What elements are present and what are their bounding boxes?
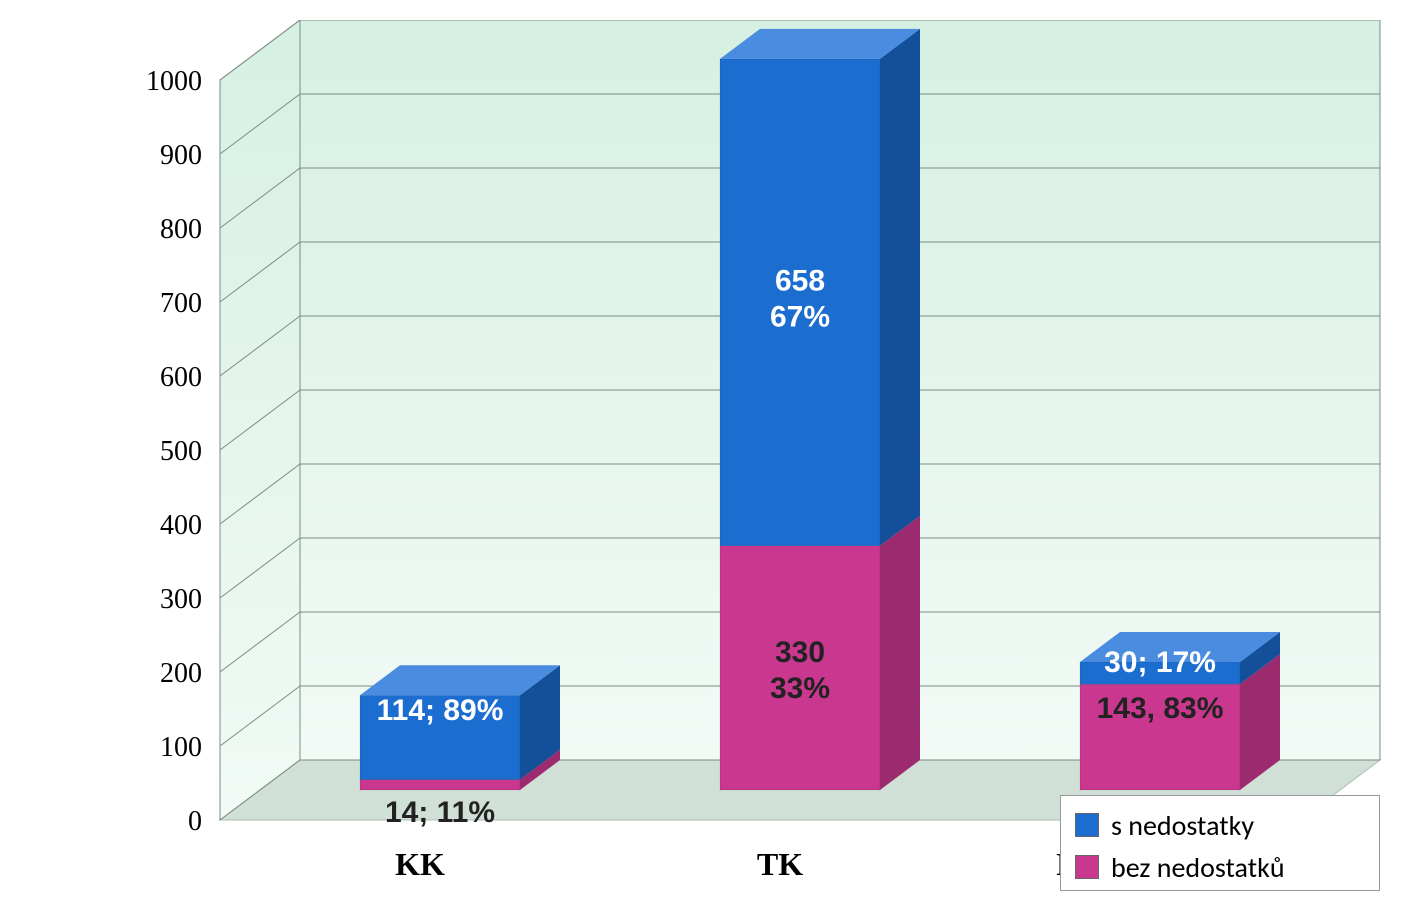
svg-text:658: 658 — [775, 264, 825, 297]
svg-text:KK: KK — [395, 846, 445, 882]
svg-text:14; 11%: 14; 11% — [385, 796, 495, 829]
svg-text:114; 89%: 114; 89% — [377, 694, 504, 727]
svg-text:33%: 33% — [770, 672, 830, 705]
svg-text:30; 17%: 30; 17% — [1104, 646, 1216, 679]
svg-text:300: 300 — [160, 584, 202, 615]
svg-text:67%: 67% — [770, 300, 830, 333]
svg-text:900: 900 — [160, 140, 202, 171]
svg-text:1000: 1000 — [146, 66, 202, 97]
svg-text:0: 0 — [188, 806, 202, 837]
legend-label: s nedostatky — [1111, 808, 1254, 843]
svg-text:500: 500 — [160, 436, 202, 467]
svg-text:800: 800 — [160, 214, 202, 245]
svg-text:400: 400 — [160, 510, 202, 541]
svg-text:200: 200 — [160, 658, 202, 689]
svg-text:100: 100 — [160, 732, 202, 763]
svg-text:TK: TK — [757, 846, 803, 882]
legend-label: bez nedostatků — [1111, 850, 1285, 885]
bar-chart-3d: 01002003004005006007008009001000KKTKKD+Ú… — [20, 20, 1402, 895]
svg-text:700: 700 — [160, 288, 202, 319]
svg-text:330: 330 — [775, 636, 825, 669]
svg-text:143, 83%: 143, 83% — [1097, 692, 1224, 725]
legend-swatch — [1075, 855, 1099, 879]
chart-container: 01002003004005006007008009001000KKTKKD+Ú… — [20, 20, 1402, 895]
legend-item: bez nedostatků — [1075, 846, 1365, 888]
chart-legend: s nedostatky bez nedostatků — [1060, 795, 1380, 891]
svg-text:600: 600 — [160, 362, 202, 393]
legend-swatch — [1075, 813, 1099, 837]
legend-item: s nedostatky — [1075, 804, 1365, 846]
